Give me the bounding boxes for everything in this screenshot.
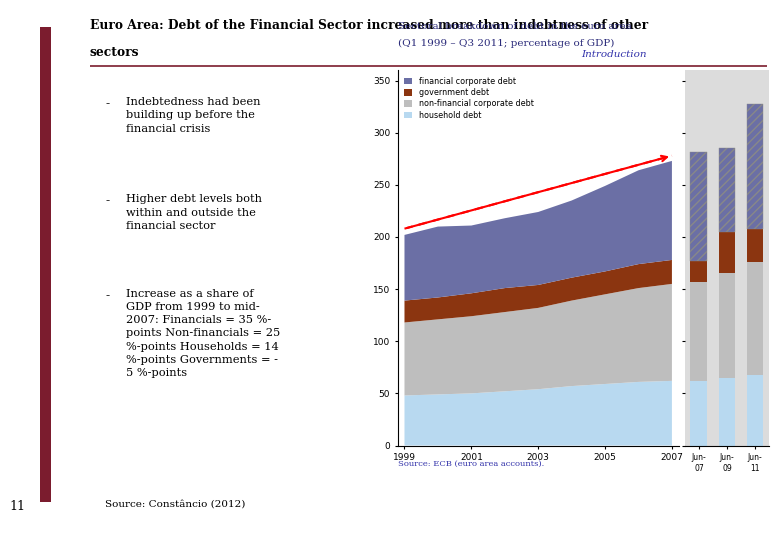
Bar [690, 381, 707, 446]
Bar [746, 104, 764, 228]
Text: -: - [105, 289, 109, 302]
Bar [718, 273, 736, 378]
Text: sectors: sectors [90, 46, 139, 59]
Text: -: - [105, 97, 109, 110]
Bar [746, 262, 764, 375]
Bar [690, 152, 707, 261]
Bar [690, 282, 707, 381]
Text: Introduction: Introduction [581, 50, 647, 59]
Text: Source: ECB (euro area accounts).: Source: ECB (euro area accounts). [398, 460, 544, 468]
Bar [41, 27, 51, 502]
Bar [718, 232, 736, 273]
Text: Indebtedness had been
building up before the
financial crisis: Indebtedness had been building up before… [126, 97, 261, 133]
Bar [718, 378, 736, 446]
Text: Increase as a share of
GDP from 1999 to mid-
2007: Financials = 35 %-
points Non: Increase as a share of GDP from 1999 to … [126, 289, 281, 378]
Text: 11: 11 [9, 500, 26, 512]
Bar [746, 228, 764, 262]
Text: Source: Constâncio (2012): Source: Constâncio (2012) [105, 500, 246, 509]
Text: Sectoral breakdown of debt in the euro area: Sectoral breakdown of debt in the euro a… [398, 22, 632, 31]
Text: -: - [105, 194, 109, 207]
Bar [718, 148, 736, 232]
Bar [690, 261, 707, 282]
Text: (Q1 1999 – Q3 2011; percentage of GDP): (Q1 1999 – Q3 2011; percentage of GDP) [398, 39, 614, 48]
Text: Euro Area: Debt of the Financial Sector increased more than indebtness of other: Euro Area: Debt of the Financial Sector … [90, 19, 648, 32]
Text: Higher debt levels both
within and outside the
financial sector: Higher debt levels both within and outsi… [126, 194, 262, 231]
Legend: financial corporate debt, government debt, non-financial corporate debt, househo: financial corporate debt, government deb… [402, 74, 536, 123]
Bar [746, 375, 764, 446]
